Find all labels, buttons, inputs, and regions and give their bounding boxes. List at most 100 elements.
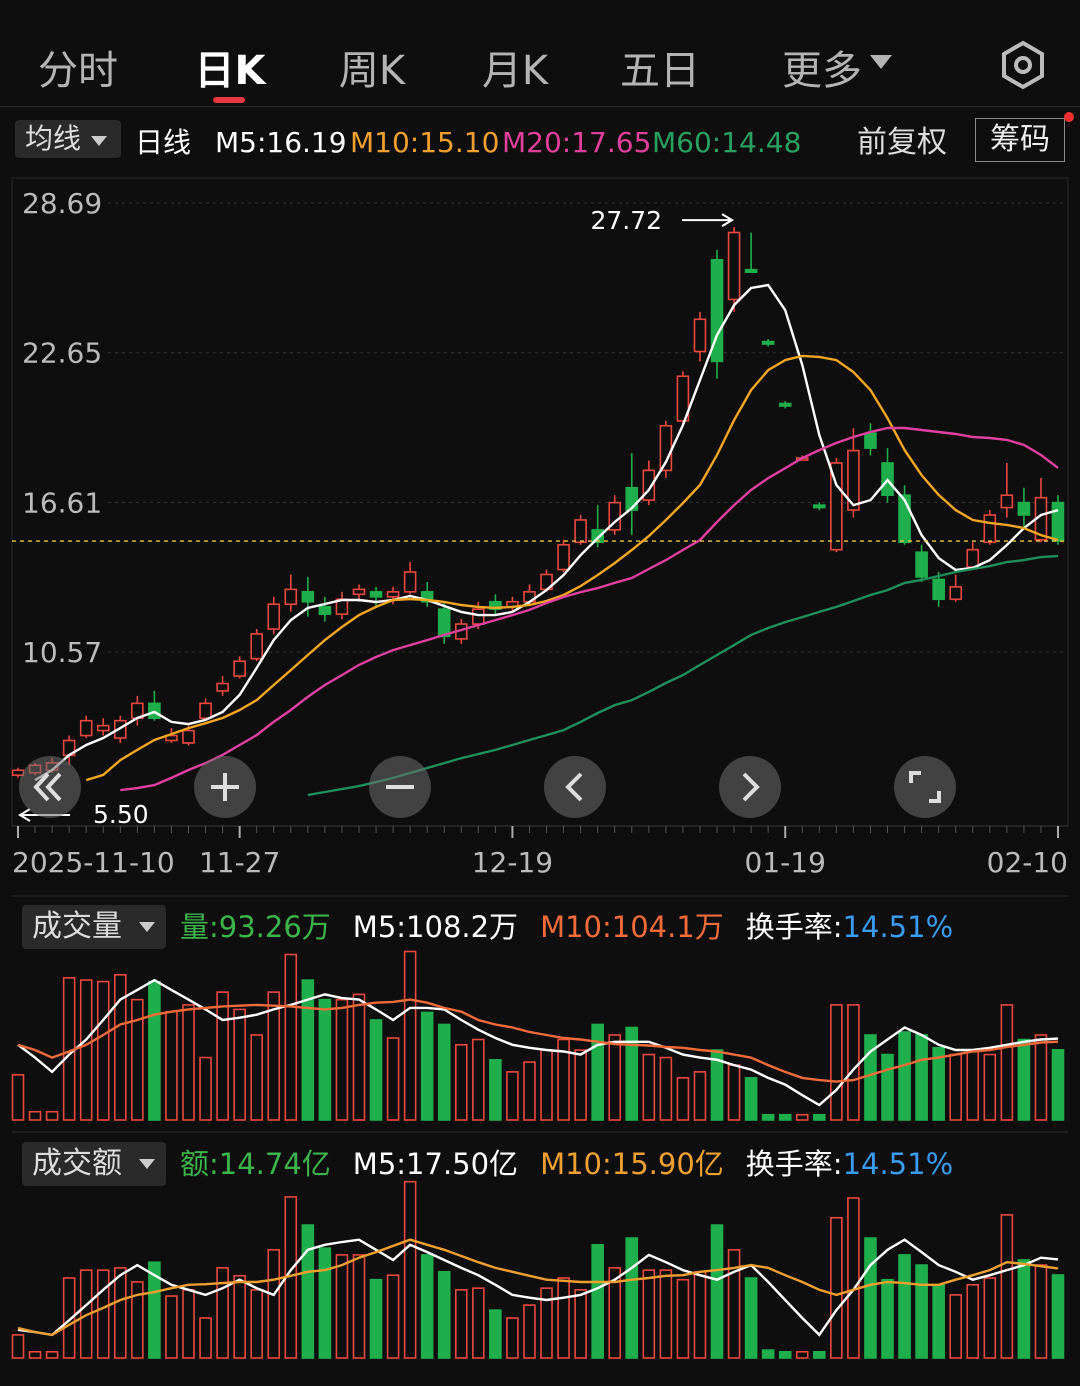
volume-bar bbox=[250, 1034, 263, 1121]
volume-bar bbox=[761, 1349, 775, 1359]
volume-bar bbox=[472, 1287, 485, 1359]
volume-bar bbox=[625, 1026, 639, 1121]
volume-bar bbox=[949, 1294, 963, 1359]
volume-dropdown[interactable]: 成交量 bbox=[22, 905, 166, 949]
volume-bar bbox=[847, 1004, 860, 1121]
chart-controls bbox=[19, 756, 956, 818]
volume-bar bbox=[966, 1050, 980, 1121]
volume-bar bbox=[148, 980, 161, 1121]
dropdown-arrow bbox=[870, 55, 892, 69]
ma-line bbox=[34, 283, 1059, 782]
x-tick-label: 02-10 bbox=[987, 846, 1068, 879]
candle-body bbox=[540, 573, 553, 591]
ma-label: M20:17.65 bbox=[502, 126, 652, 159]
tab[interactable]: 周K bbox=[338, 48, 406, 94]
volume-bar bbox=[165, 1295, 178, 1359]
prev-button[interactable] bbox=[544, 756, 606, 818]
volume-bar bbox=[318, 998, 332, 1121]
candle-body bbox=[250, 633, 263, 660]
candle-body bbox=[676, 375, 690, 422]
volume-bar bbox=[778, 1113, 792, 1121]
volume-bar bbox=[369, 1278, 383, 1359]
candle-body bbox=[1051, 501, 1065, 542]
candle-body bbox=[182, 729, 195, 744]
volume-bar bbox=[727, 1249, 741, 1359]
volume-bar bbox=[403, 950, 417, 1121]
chips-button[interactable]: 筹码 bbox=[975, 118, 1065, 162]
tab[interactable]: 五日 bbox=[620, 48, 700, 94]
volume-bar bbox=[881, 1053, 894, 1121]
candle-body bbox=[727, 231, 741, 301]
adjust-label[interactable]: 前复权 bbox=[857, 125, 947, 160]
candle-body bbox=[813, 504, 826, 509]
volume-bar bbox=[710, 1049, 724, 1121]
volume-bar bbox=[199, 1056, 212, 1121]
volume-bar bbox=[932, 1283, 945, 1359]
volume-bar bbox=[778, 1351, 792, 1359]
volume-bar bbox=[915, 1034, 928, 1121]
candle-body bbox=[472, 608, 485, 625]
volume-bar bbox=[420, 1011, 434, 1121]
zoom-back-button[interactable] bbox=[19, 756, 81, 818]
volume-dropdown-label: 成交量 bbox=[32, 909, 122, 944]
volume-bar bbox=[79, 1269, 93, 1359]
volume-bar bbox=[352, 1254, 366, 1359]
candle-body bbox=[898, 494, 911, 544]
volume-bar bbox=[233, 1274, 246, 1359]
stat: 14.51% bbox=[842, 1147, 954, 1181]
volume-bar bbox=[659, 1269, 673, 1359]
tab[interactable]: 月K bbox=[481, 48, 549, 94]
divider bbox=[0, 106, 1080, 107]
volume-bar bbox=[727, 1064, 741, 1121]
volume-bar bbox=[710, 1224, 724, 1359]
stat: 换手率: bbox=[745, 1147, 843, 1181]
stat: M10:15.90亿 bbox=[540, 1147, 724, 1181]
settings-icon[interactable] bbox=[998, 40, 1048, 90]
zoom-out-button[interactable] bbox=[369, 756, 431, 818]
volume-bar bbox=[45, 1110, 59, 1121]
amount-dropdown[interactable]: 成交额 bbox=[22, 1142, 166, 1186]
volume-bar bbox=[11, 1074, 25, 1121]
tab[interactable]: 更多 bbox=[782, 48, 862, 94]
candle-body bbox=[369, 591, 383, 598]
volume-bar bbox=[489, 1059, 502, 1121]
tab-selected[interactable]: 日K bbox=[194, 48, 266, 94]
volume-bar bbox=[932, 1046, 945, 1121]
candle-body bbox=[148, 702, 161, 720]
candle-body bbox=[301, 591, 315, 603]
tab[interactable]: 分时 bbox=[38, 48, 118, 94]
candle-body bbox=[847, 449, 860, 511]
fullscreen-button[interactable] bbox=[894, 756, 956, 818]
ma-line bbox=[120, 426, 1059, 792]
period-label: 日线 bbox=[135, 126, 192, 159]
candle-body bbox=[352, 588, 366, 596]
x-tick-label: 01-19 bbox=[745, 846, 826, 879]
max-arrow bbox=[682, 213, 735, 227]
zoom-in-button[interactable] bbox=[194, 756, 256, 818]
volume-bar bbox=[557, 1277, 570, 1359]
candle-body bbox=[983, 514, 997, 544]
volume-bar bbox=[659, 1056, 673, 1121]
volume-bar bbox=[131, 998, 144, 1121]
stat: M5:108.2万 bbox=[352, 910, 519, 944]
volume-bar bbox=[608, 1267, 622, 1359]
candle-body bbox=[165, 734, 178, 742]
ma-line bbox=[85, 354, 1059, 782]
stat: 14.51% bbox=[842, 910, 954, 944]
next-button[interactable] bbox=[719, 756, 781, 818]
y-tick-label: 10.57 bbox=[22, 636, 102, 669]
amount-stats: 额:14.74亿 M5:17.50亿 M10:15.90亿 换手率: 14.51% bbox=[180, 1142, 953, 1186]
volume-bar bbox=[1034, 1034, 1048, 1121]
volume-bar bbox=[386, 1037, 400, 1121]
candle-body bbox=[659, 425, 673, 472]
volume-bar bbox=[267, 1249, 281, 1359]
ma-line bbox=[17, 998, 1059, 1083]
volume-bar bbox=[96, 1269, 110, 1359]
candle-body bbox=[591, 529, 604, 544]
ma-line bbox=[17, 1238, 1059, 1337]
volume-bar bbox=[898, 1254, 911, 1359]
volume-bar bbox=[335, 1254, 349, 1359]
volume-bar bbox=[1000, 1214, 1014, 1359]
volume-bar bbox=[352, 993, 366, 1121]
amount-dropdown-label: 成交额 bbox=[32, 1146, 122, 1181]
